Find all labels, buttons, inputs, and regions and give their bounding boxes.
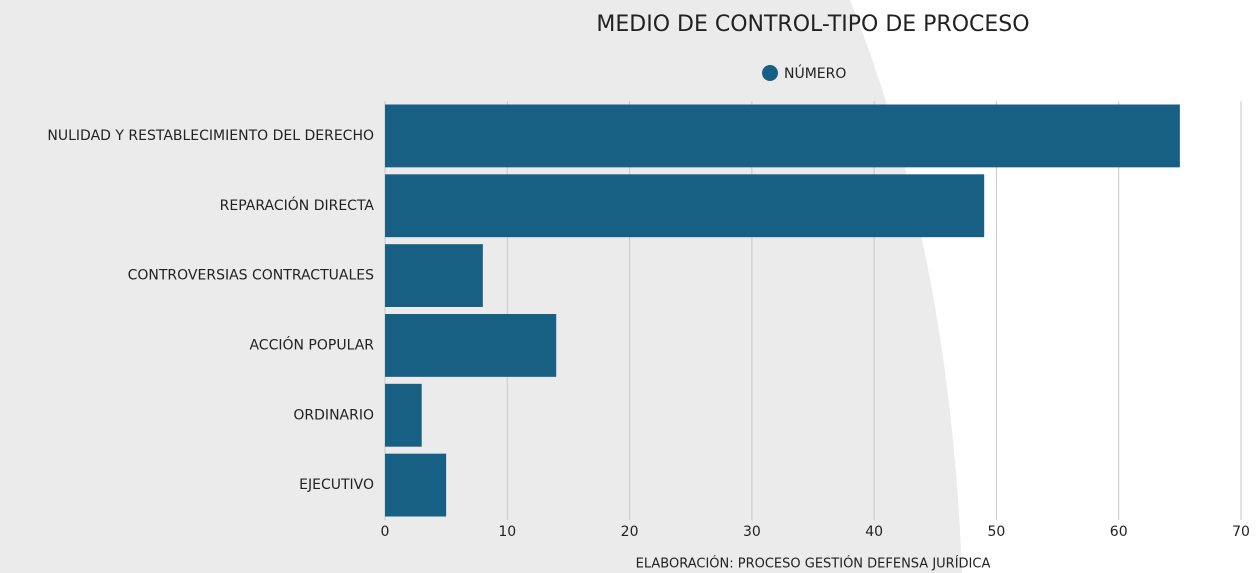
x-tick-label: 30: [743, 524, 761, 540]
bar: [385, 383, 422, 447]
y-tick-label: ACCIÓN POPULAR: [249, 335, 374, 353]
y-tick-label: REPARACIÓN DIRECTA: [220, 196, 375, 214]
bar: [385, 104, 1180, 168]
x-tick-label: 20: [621, 524, 639, 540]
x-tick-label: 50: [988, 524, 1006, 540]
y-tick-label: EJECUTIVO: [299, 477, 374, 493]
x-tick-label: 40: [865, 524, 883, 540]
bar: [385, 174, 985, 238]
y-tick-label: CONTROVERSIAS CONTRACTUALES: [128, 268, 375, 284]
legend-marker: [762, 65, 778, 81]
caption: ELABORACIÓN: PROCESO GESTIÓN DEFENSA JUR…: [636, 556, 991, 572]
bar: [385, 314, 557, 377]
x-tick-label: 60: [1110, 524, 1128, 540]
bar: [385, 453, 447, 517]
y-tick-label: NULIDAD Y RESTABLECIMIENTO DEL DERECHO: [47, 128, 374, 144]
bar: [385, 244, 483, 307]
legend-label: NÚMERO: [784, 64, 846, 82]
x-tick-label: 70: [1232, 524, 1250, 540]
chart-title: MEDIO DE CONTROL-TIPO DE PROCESO: [596, 12, 1029, 37]
y-tick-label: ORDINARIO: [293, 407, 374, 423]
x-tick-label: 0: [381, 524, 390, 540]
x-tick-label: 10: [498, 524, 516, 540]
